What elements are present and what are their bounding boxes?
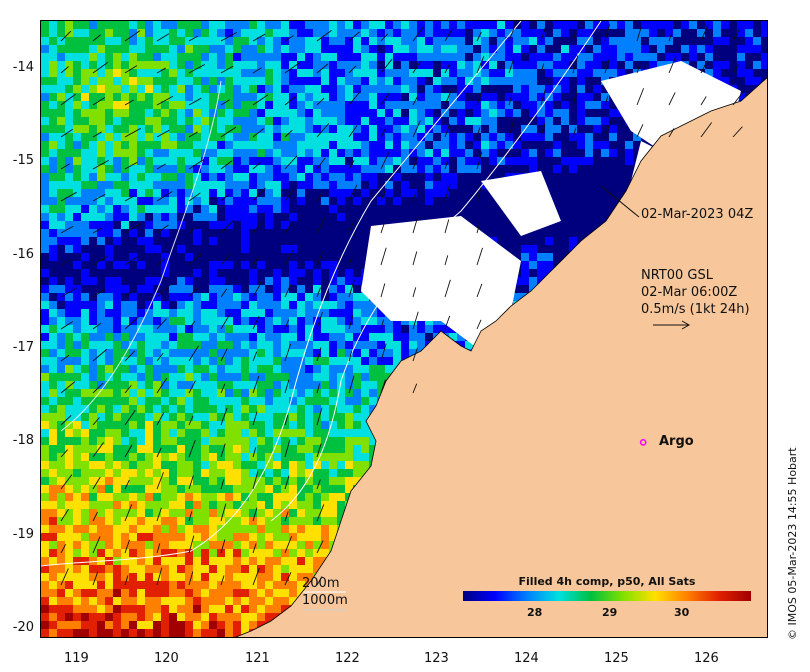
y-tick-m16: -16 xyxy=(12,247,34,262)
colorbar-tick-28: 28 xyxy=(527,606,543,619)
x-tick-123: 123 xyxy=(424,651,449,666)
argo-marker xyxy=(639,439,647,446)
current-time-label: 02-Mar 06:00Z xyxy=(641,285,738,300)
colorbar-tick-29: 29 xyxy=(602,606,618,619)
sst-map-canvas xyxy=(41,21,767,637)
x-tick-119: 119 xyxy=(64,651,89,666)
sst-colorbar xyxy=(463,591,751,601)
land-mass xyxy=(234,77,767,637)
x-tick-124: 124 xyxy=(514,651,539,666)
x-tick-126: 126 xyxy=(694,651,719,666)
x-tick-122: 122 xyxy=(335,651,360,666)
current-model-label: NRT00 GSL xyxy=(641,268,713,283)
swath-time-leader xyxy=(600,185,640,218)
current-scale-arrowhead xyxy=(681,320,691,330)
isobath-200-label: 200m xyxy=(302,576,340,591)
x-tick-125: 125 xyxy=(604,651,629,666)
credit-text: © IMOS 05-Mar-2023 14:55 Hobart xyxy=(786,447,799,640)
isobath-1000-label: 1000m xyxy=(302,593,348,608)
y-tick-m20: -20 xyxy=(12,620,34,635)
y-tick-m17: -17 xyxy=(12,340,34,355)
colorbar-tick-30: 30 xyxy=(674,606,690,619)
x-tick-120: 120 xyxy=(154,651,179,666)
y-tick-m15: -15 xyxy=(12,153,34,168)
swath-time-label: 02-Mar-2023 04Z xyxy=(641,207,754,222)
y-tick-m19: -19 xyxy=(12,527,34,542)
argo-label: Argo xyxy=(659,434,694,449)
y-tick-m18: -18 xyxy=(12,433,34,448)
colorbar-title: Filled 4h comp, p50, All Sats xyxy=(518,575,696,588)
current-vectors xyxy=(60,23,745,586)
current-scale-label: 0.5m/s (1kt 24h) xyxy=(641,302,750,317)
y-tick-m14: -14 xyxy=(12,60,34,75)
map-area xyxy=(40,20,768,638)
isobaths xyxy=(41,21,602,567)
x-tick-121: 121 xyxy=(245,651,270,666)
